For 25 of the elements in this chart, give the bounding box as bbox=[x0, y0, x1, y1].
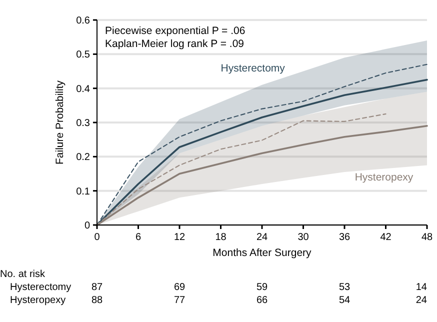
x-tick-label: 6 bbox=[135, 232, 142, 243]
x-tick-label: 42 bbox=[380, 232, 392, 243]
y-tick-label: 0.6 bbox=[76, 16, 90, 26]
text: Hysterectomy bbox=[220, 62, 286, 74]
y-tick-label: 0.1 bbox=[76, 186, 90, 198]
y-axis-title: Failure Probability bbox=[54, 80, 66, 165]
y-tick-label: 0.3 bbox=[76, 118, 90, 129]
text: Hysteropexy 88 77 66 54 24 bbox=[10, 295, 427, 306]
x-tick-label: 12 bbox=[174, 232, 186, 243]
x-axis-title: Months After Surgery bbox=[212, 247, 312, 259]
text: Hysteropexy bbox=[354, 172, 414, 184]
x-tick-label: 24 bbox=[256, 232, 268, 243]
x-tick-label: 30 bbox=[298, 232, 310, 243]
x-tick-label: 36 bbox=[338, 232, 350, 243]
x-tick-label: 18 bbox=[215, 232, 227, 243]
annotation: Kaplan-Meier log rank P = .09 bbox=[105, 38, 244, 50]
y-tick-label: 0.2 bbox=[76, 152, 90, 164]
y-tick-label: 0 bbox=[84, 220, 90, 232]
y-tick-label: 0.5 bbox=[76, 50, 90, 61]
x-tick-label: 0 bbox=[94, 232, 100, 243]
text: No. at risk bbox=[0, 269, 46, 280]
text: Hysterectomy 87 69 59 53 14 bbox=[10, 282, 427, 293]
annotation: Piecewise exponential P = .06 bbox=[105, 25, 246, 37]
y-tick-label: 0.4 bbox=[76, 84, 90, 95]
x-tick-label: 48 bbox=[421, 232, 433, 243]
